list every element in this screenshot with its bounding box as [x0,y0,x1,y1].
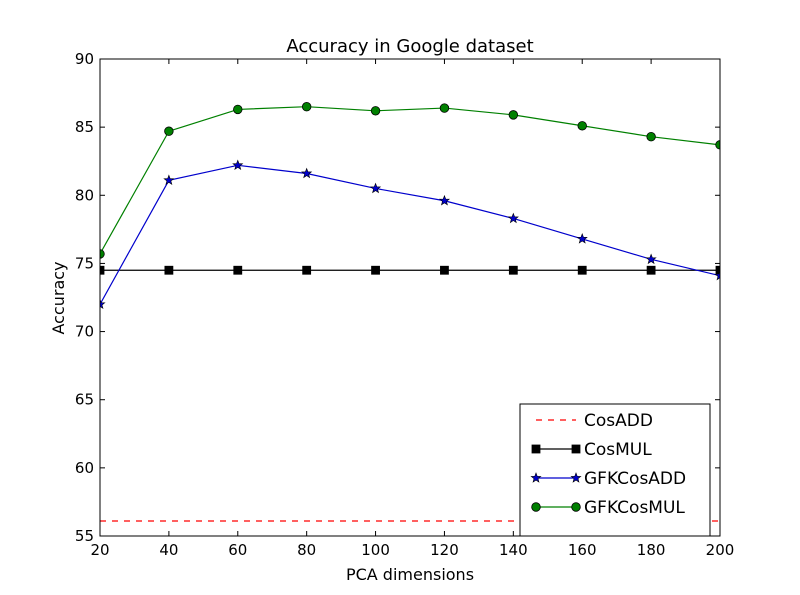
x-tick-label: 60 [228,541,247,559]
x-tick-label: 140 [499,541,528,559]
legend-marker-cosmul [571,444,581,454]
y-tick-label: 85 [75,118,94,136]
data-point-gfkcosmul [715,140,720,150]
x-tick-label: 160 [568,541,597,559]
data-point-gfkcosmul [646,131,656,142]
y-tick-label: 80 [75,186,94,204]
legend-marker-gfkcosmul [531,502,541,512]
y-tick-label: 65 [75,391,94,409]
plot-area: 20 40 60 80 100 120 140 160 180 200 55 60 65 70 75 80 85… [75,50,734,559]
data-point-gfkcosmul [370,106,381,116]
series-line-gfkcosadd [100,164,720,305]
y-axis-label: Accuracy [49,261,68,334]
data-point-cosmul [577,265,587,275]
x-tick-label: 40 [159,541,178,559]
y-tick-label: 90 [75,50,94,68]
data-point-cosmul [646,265,656,275]
data-point-cosmul [508,265,518,275]
data-point-cosmul [440,265,449,275]
data-point-gfkcosmul [301,101,312,112]
data-point-gfkcosmul [233,104,243,115]
legend: CosADD CosMUL GFKCosADD GFKCosMUL [519,403,711,537]
legend-label-cosadd: CosADD [584,411,653,431]
x-tick-label: 20 [90,541,109,559]
data-point-gfkcosadd [507,212,519,224]
chart-title: Accuracy in Google dataset [286,36,533,57]
data-point-gfkcosmul [508,110,519,120]
data-point-cosmul [715,265,720,275]
data-point-gfkcosadd [576,233,588,244]
legend-label-gfkcosadd: GFKCosADD [584,469,686,489]
data-point-gfkcosmul [100,249,105,259]
x-axis-label: PCA dimensions [346,565,474,584]
legend-label-gfkcosmul: GFKCosMUL [584,498,685,518]
data-point-cosmul [100,265,105,275]
data-point-gfkcosadd [714,269,720,281]
data-point-cosmul [302,265,312,275]
legend-box [519,403,711,537]
data-point-gfkcosmul [577,121,587,131]
series-group [100,101,720,522]
legend-marker-cosmul [531,444,541,454]
data-point-cosmul [233,265,243,275]
plot-frame [99,58,721,537]
data-point-gfkcosadd [369,182,382,194]
data-point-gfkcosadd [645,253,657,265]
x-tick-label: 200 [706,541,735,559]
x-tick-label: 120 [430,541,459,559]
data-point-cosmul [371,265,380,275]
legend-label-cosmul: CosMUL [584,440,652,460]
y-tick-label: 55 [75,527,94,545]
x-tick-label: 180 [637,541,666,559]
data-point-gfkcosadd [438,194,451,206]
data-point-cosmul [164,265,174,275]
data-point-gfkcosadd [163,174,175,186]
y-tick-label: 70 [75,323,94,341]
x-tick-label: 100 [361,541,390,559]
legend-marker-gfkcosmul [571,502,581,512]
data-point-gfkcosadd [301,167,313,179]
data-point-gfkcosadd [100,298,106,310]
legend-marker-gfkcosadd [530,472,542,483]
x-tick-label: 80 [297,541,316,559]
series-line-gfkcosmul [100,106,720,255]
legend-marker-gfkcosadd [570,472,582,483]
y-tick-label: 60 [75,459,94,477]
data-point-gfkcosmul [164,126,174,136]
data-point-gfkcosadd [232,159,244,171]
y-tick-label: 75 [75,254,94,272]
data-point-gfkcosmul [439,103,450,113]
